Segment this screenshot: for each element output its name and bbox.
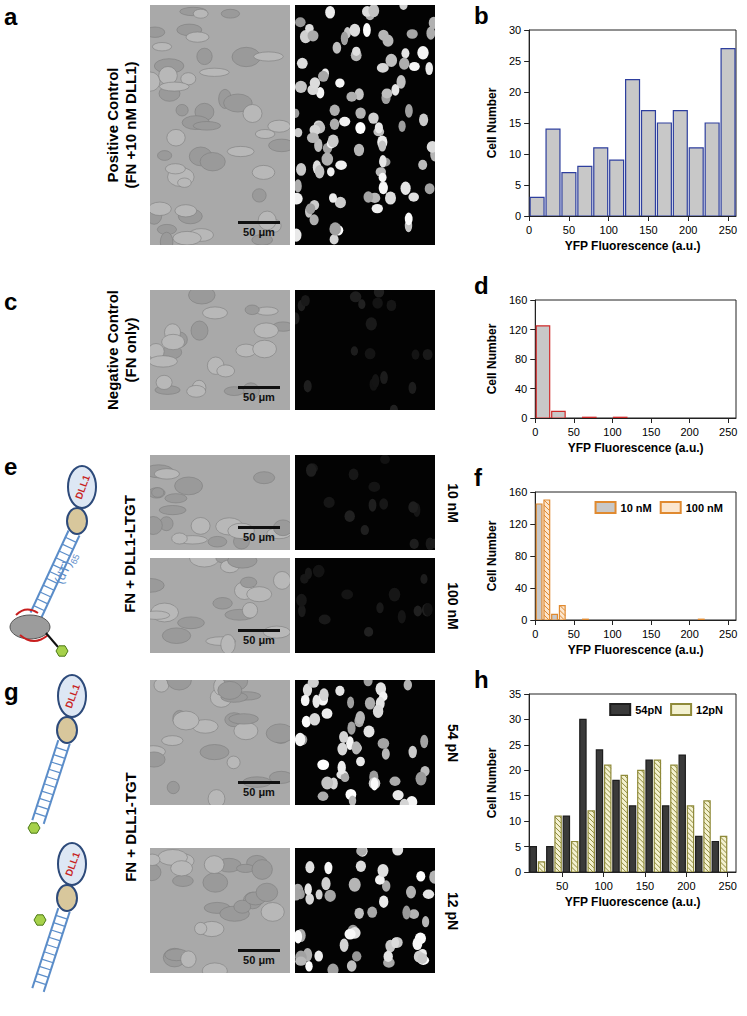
svg-text:100: 100	[603, 426, 621, 438]
svg-text:200: 200	[680, 628, 698, 640]
svg-text:YFP Fluorescence (a.u.): YFP Fluorescence (a.u.)	[568, 643, 704, 657]
html-text:100 nM: 100 nM	[444, 581, 460, 630]
svg-text:0: 0	[521, 412, 527, 424]
html-text:a: a	[4, 3, 18, 30]
svg-text:100: 100	[594, 880, 612, 892]
html-text:h: h	[474, 666, 489, 693]
svg-text:100 nM: 100 nM	[686, 502, 723, 514]
svg-text:0: 0	[515, 866, 521, 878]
svg-text:YFP Fluorescence (a.u.): YFP Fluorescence (a.u.)	[565, 239, 701, 253]
html-text:50 μm: 50 μm	[243, 391, 275, 403]
svg-text:200: 200	[677, 880, 695, 892]
html-text:d: d	[474, 272, 489, 299]
svg-text:Cell Number: Cell Number	[485, 87, 499, 158]
svg-text:DLL1: DLL1	[63, 850, 82, 878]
html-text:54 pN: 54 pN	[444, 723, 460, 762]
svg-text:5: 5	[515, 841, 521, 853]
svg-text:40: 40	[515, 383, 527, 395]
html-text:FN + DLL1-LTGT: FN + DLL1-LTGT	[121, 495, 138, 613]
svg-text:(dT)65: (dT)65	[51, 549, 82, 587]
svg-text:0: 0	[526, 224, 532, 236]
svg-text:10 nM: 10 nM	[621, 502, 652, 514]
svg-text:10: 10	[509, 815, 521, 827]
html-text:(FN only): (FN only)	[122, 317, 139, 383]
svg-text:5: 5	[515, 179, 521, 191]
html-text:FN + DLL1-TGT: FN + DLL1-TGT	[121, 771, 138, 882]
svg-text:100: 100	[600, 224, 618, 236]
svg-text:50: 50	[556, 880, 568, 892]
svg-text:12pN: 12pN	[696, 704, 723, 716]
html-text:f: f	[474, 464, 482, 491]
svg-text:50: 50	[568, 628, 580, 640]
svg-text:25: 25	[509, 739, 521, 751]
html-text:50 μm: 50 μm	[243, 531, 275, 543]
svg-text:80: 80	[515, 353, 527, 365]
svg-text:80: 80	[515, 550, 527, 562]
html-text:Negative Control: Negative Control	[104, 290, 121, 410]
svg-text:15: 15	[509, 117, 521, 129]
svg-text:25: 25	[509, 55, 521, 67]
svg-text:35: 35	[509, 688, 521, 700]
svg-text:40: 40	[515, 582, 527, 594]
svg-text:15: 15	[509, 790, 521, 802]
svg-text:150: 150	[642, 628, 660, 640]
svg-text:250: 250	[719, 224, 737, 236]
html-text:e: e	[4, 453, 18, 480]
svg-text:30: 30	[509, 713, 521, 725]
svg-text:0: 0	[521, 614, 527, 626]
html-text:b: b	[474, 2, 489, 29]
svg-text:Cell Number: Cell Number	[485, 323, 499, 394]
svg-text:250: 250	[719, 880, 737, 892]
svg-text:50: 50	[563, 224, 575, 236]
html-text:(FN +10 nM DLL1): (FN +10 nM DLL1)	[122, 61, 139, 189]
svg-text:0: 0	[532, 426, 538, 438]
html-text:10 nM: 10 nM	[444, 482, 460, 523]
svg-text:10: 10	[509, 148, 521, 160]
svg-text:250: 250	[719, 426, 737, 438]
html-text:c: c	[4, 288, 18, 315]
html-text:50 μm: 50 μm	[243, 954, 275, 966]
html-text:50 μm: 50 μm	[243, 226, 275, 238]
html-text:g: g	[4, 678, 19, 705]
svg-text:160: 160	[509, 294, 527, 306]
svg-text:160: 160	[509, 486, 527, 498]
svg-text:Cell Number: Cell Number	[485, 747, 499, 818]
svg-text:20: 20	[509, 764, 521, 776]
svg-text:200: 200	[680, 426, 698, 438]
svg-text:120: 120	[509, 518, 527, 530]
svg-text:20: 20	[509, 86, 521, 98]
svg-text:150: 150	[642, 426, 660, 438]
html-text:12 pN: 12 pN	[444, 891, 460, 930]
svg-text:Cell Number: Cell Number	[485, 520, 499, 591]
svg-text:YFP Fluorescence (a.u.): YFP Fluorescence (a.u.)	[568, 441, 704, 455]
svg-text:120: 120	[509, 324, 527, 336]
svg-text:150: 150	[636, 880, 654, 892]
svg-text:150: 150	[639, 224, 657, 236]
html-text:50 μm: 50 μm	[243, 786, 275, 798]
html-text:50 μm: 50 μm	[243, 634, 275, 646]
svg-text:YFP Fluorescence (a.u.): YFP Fluorescence (a.u.)	[565, 895, 701, 909]
svg-text:250: 250	[719, 628, 737, 640]
html-text:Positive Control: Positive Control	[104, 67, 121, 183]
svg-text:0: 0	[515, 210, 521, 222]
svg-text:0: 0	[532, 628, 538, 640]
svg-text:100: 100	[603, 628, 621, 640]
svg-text:50: 50	[568, 426, 580, 438]
svg-text:DLL1: DLL1	[73, 473, 92, 501]
svg-text:DLL1: DLL1	[63, 682, 82, 710]
svg-text:54pN: 54pN	[635, 704, 662, 716]
svg-text:200: 200	[679, 224, 697, 236]
svg-text:30: 30	[509, 24, 521, 36]
